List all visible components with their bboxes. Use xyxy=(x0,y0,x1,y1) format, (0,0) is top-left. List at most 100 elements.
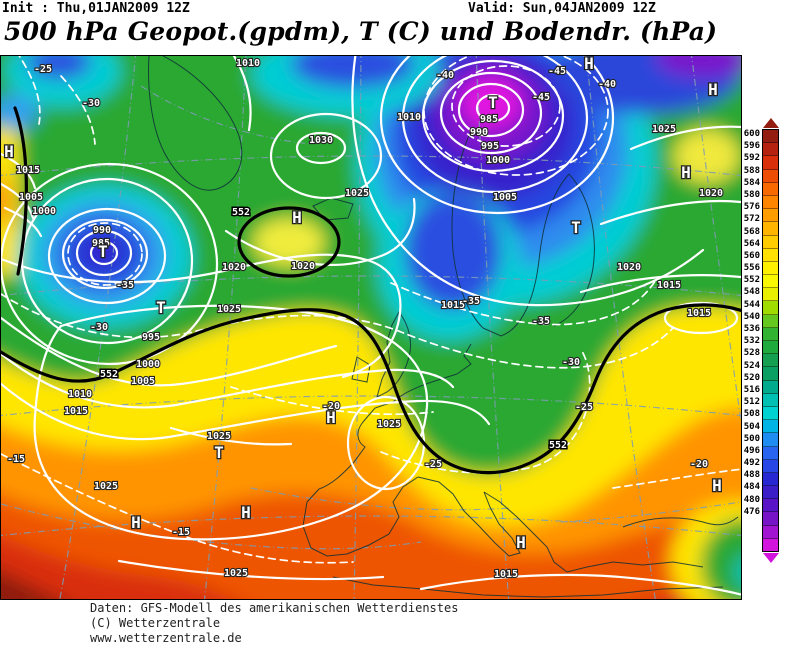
colorbar-value: 516 xyxy=(743,384,760,395)
colorbar-swatch xyxy=(763,314,778,328)
colorbar-value: 556 xyxy=(743,263,760,274)
colorbar-value: 536 xyxy=(743,324,760,334)
temperature-label: -40 xyxy=(598,79,616,90)
colorbar-value: 576 xyxy=(743,202,760,213)
temperature-label: -35 xyxy=(462,296,480,307)
colorbar-swatch xyxy=(763,209,778,223)
colorbar-swatch xyxy=(763,235,778,249)
colorbar-swatch xyxy=(763,248,778,262)
pressure-center-marker: H xyxy=(4,142,14,161)
colorbar-swatch xyxy=(763,275,778,289)
colorbar-swatch xyxy=(763,288,778,302)
colorbar-value: 588 xyxy=(743,165,760,176)
isobar-label: 1025 xyxy=(94,481,118,492)
isobar-label: 1030 xyxy=(309,135,333,146)
colorbar-value: 520 xyxy=(743,372,760,383)
isobar-label: 1015 xyxy=(441,300,465,311)
colorbar-swatch xyxy=(763,354,778,368)
colorbar-swatch xyxy=(763,406,778,421)
colorbar-value: 532 xyxy=(743,336,760,347)
pressure-center-marker: H xyxy=(292,208,302,227)
isobar-label: 1025 xyxy=(207,431,231,442)
temperature-label: -30 xyxy=(562,357,580,368)
temperature-label: -45 xyxy=(548,66,566,77)
isobar-label: 1020 xyxy=(291,261,315,272)
colorbar-swatch xyxy=(763,301,778,315)
temperature-label: -35 xyxy=(116,280,134,291)
isobar-label: 1015 xyxy=(687,308,711,319)
colorbar-values: 600 596 592 588 584 580 576 572 568 564 560 556 552 5… xyxy=(742,129,762,519)
colorbar-value: 568 xyxy=(743,226,760,237)
isobar-label: 995 xyxy=(481,141,499,152)
temperature-label: -30 xyxy=(90,322,108,333)
isobar-label: 1020 xyxy=(222,262,246,273)
temperature-label: -35 xyxy=(532,316,550,327)
isobar-label: 1025 xyxy=(224,568,248,579)
colorbar-value: 508 xyxy=(743,409,760,420)
pressure-center-marker: H xyxy=(241,503,251,522)
isobar-label: 1000 xyxy=(486,155,510,166)
colorbar-swatch xyxy=(763,486,778,500)
colorbar-value: 512 xyxy=(743,397,760,408)
colorbar-swatch xyxy=(763,420,778,434)
temperature-label: -25 xyxy=(424,459,442,470)
colorbar-value: 492 xyxy=(743,458,760,469)
valid-time-label: Valid: Sun,04JAN2009 12Z xyxy=(468,1,656,16)
colorbar-swatch xyxy=(763,327,778,341)
colorbar-value: 560 xyxy=(743,250,760,261)
isobar-label: 1020 xyxy=(617,262,641,273)
temperature-label: -25 xyxy=(575,402,593,413)
credit-line-copyright: (C) Wetterzentrale xyxy=(90,616,221,630)
colorbar-swatch xyxy=(763,143,778,157)
pressure-center-marker: H xyxy=(131,513,141,532)
colorbar-swatch xyxy=(763,380,778,394)
isobar-label: 1010 xyxy=(236,58,260,69)
temperature-label: -20 xyxy=(322,401,340,412)
pressure-center-marker: H xyxy=(326,408,336,427)
colorbar-swatch xyxy=(763,433,778,447)
coastlines xyxy=(148,56,739,598)
weather-map: 1015 1005 1000 990 985 995 1000 1005 1010 1015 101… xyxy=(0,55,742,600)
height-contour-552 xyxy=(1,106,741,475)
colorbar-value: 496 xyxy=(743,445,760,456)
pressure-center-marker: H xyxy=(712,476,722,495)
colorbar-swatch xyxy=(763,261,778,276)
colorbar-value: 564 xyxy=(743,238,760,249)
colorbar-swatch xyxy=(763,446,778,460)
pressure-center-marker: H xyxy=(584,55,594,73)
temperature-label: -15 xyxy=(172,527,190,538)
colorbar-value: 504 xyxy=(743,421,760,432)
isobar-label: 1025 xyxy=(345,188,369,199)
colorbar-value: 528 xyxy=(743,348,760,359)
height-contour-label: 552 xyxy=(549,440,567,451)
colorbar-swatch xyxy=(763,393,778,407)
temperature-isolines xyxy=(1,56,741,564)
isobar-label: 990 xyxy=(93,225,111,236)
colorbar-swatch xyxy=(763,169,778,183)
isobar-label: 985 xyxy=(480,114,498,125)
colorbar-swatch xyxy=(763,472,778,487)
pressure-center-marker: H xyxy=(681,163,691,182)
colorbar-value: 500 xyxy=(743,433,760,444)
colorbar-value: 548 xyxy=(743,287,760,298)
credits: Daten: GFS-Modell des amerikanischen Wet… xyxy=(90,601,458,646)
isobar-label: 1005 xyxy=(493,192,517,203)
colorbar-swatch xyxy=(763,130,778,144)
temperature-label: -30 xyxy=(82,98,100,109)
colorbar-swatch xyxy=(763,459,778,473)
isobar-label: 995 xyxy=(142,332,160,343)
isobar-label: 985 xyxy=(92,238,110,249)
colorbar-arrow-up-icon xyxy=(763,118,779,128)
temperature-label: -25 xyxy=(34,64,52,75)
colorbar-value: 580 xyxy=(743,189,760,200)
colorbar-value: 488 xyxy=(743,470,760,481)
pressure-center-marker: T xyxy=(156,298,166,317)
temperature-label: -20 xyxy=(690,459,708,470)
isobar-label: 990 xyxy=(470,127,488,138)
isobar-label: 1000 xyxy=(136,359,160,370)
colorbar-swatch xyxy=(763,499,778,513)
colorbar-value: 572 xyxy=(743,214,760,225)
credit-line-url: www.wetterzentrale.de xyxy=(90,631,242,645)
colorbar-swatch xyxy=(763,195,778,210)
